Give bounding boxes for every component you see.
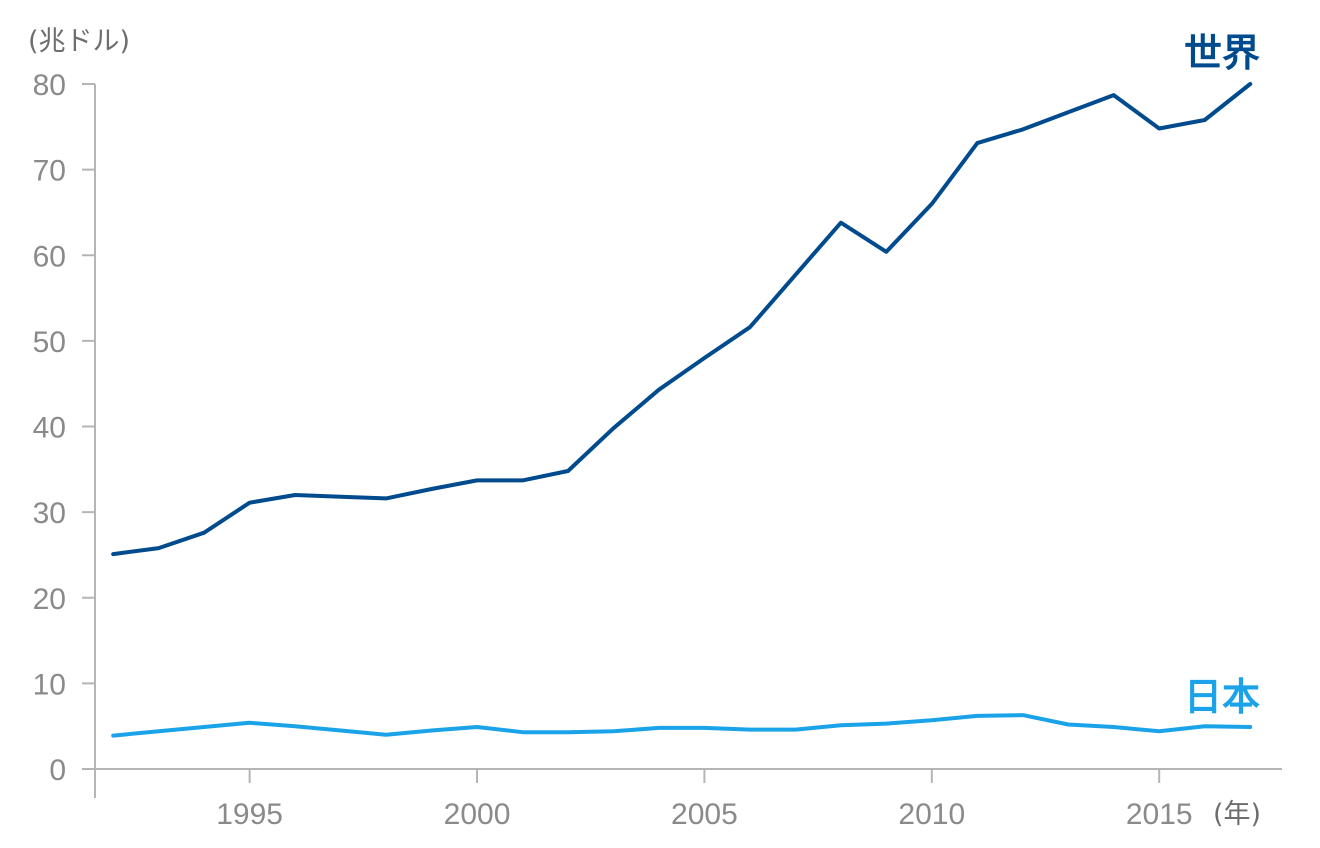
series-line-japan <box>111 713 1253 738</box>
x-tick-label-2000: 2000 <box>444 798 511 831</box>
y-tick-label-60: 60 <box>33 240 66 273</box>
y-tick-label-10: 10 <box>33 668 66 701</box>
y-tick-label-70: 70 <box>33 155 66 188</box>
x-tick-label-2010: 2010 <box>898 798 965 831</box>
y-tick-label-40: 40 <box>33 412 66 445</box>
y-tick-label-30: 30 <box>33 497 66 530</box>
x-tick-label-1995: 1995 <box>216 798 283 831</box>
y-tick-label-80: 80 <box>33 69 66 102</box>
y-tick-label-50: 50 <box>33 326 66 359</box>
series-lines <box>111 82 1253 738</box>
x-tick-label-2015: 2015 <box>1126 798 1193 831</box>
y-axis-ticks: 0 10 20 30 40 50 60 70 80 <box>33 69 95 787</box>
series-label-japan: 日本 <box>1184 675 1260 719</box>
series-label-world: 世界 <box>1184 31 1260 75</box>
series-line-world <box>111 82 1253 557</box>
x-tick-label-2005: 2005 <box>671 798 738 831</box>
x-unit-label: (年) <box>1213 799 1261 830</box>
y-unit-label: (兆ドル) <box>28 26 130 57</box>
y-tick-label-0: 0 <box>49 754 66 787</box>
x-axis-ticks: 1995 2000 2005 2010 2015 <box>216 769 1193 831</box>
y-tick-label-20: 20 <box>33 583 66 616</box>
